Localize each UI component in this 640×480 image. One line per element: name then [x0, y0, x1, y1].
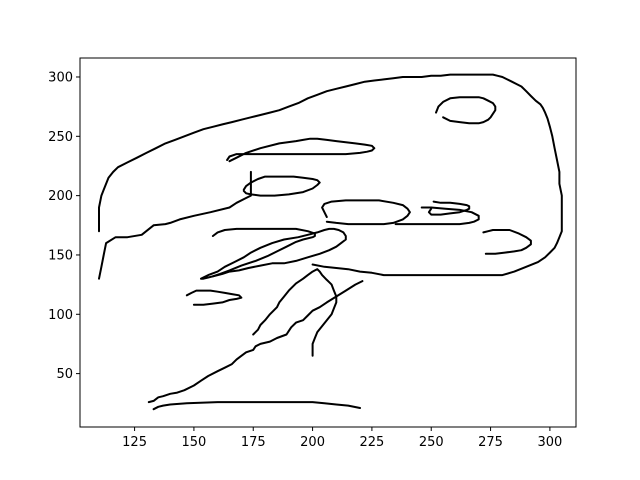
y-tick-label: 250 [48, 130, 73, 145]
stroke-4 [252, 268, 338, 357]
x-tick-label: 150 [181, 435, 206, 450]
x-tick-label: 275 [478, 435, 503, 450]
x-tick-label: 250 [419, 435, 444, 450]
stroke-2 [147, 280, 364, 404]
y-tick-label: 200 [48, 189, 73, 204]
x-tick-label: 300 [537, 435, 562, 450]
y-axis: 50 100 150 200 250 300 [48, 70, 80, 382]
y-tick-label: 300 [48, 70, 73, 85]
stroke-8 [321, 199, 411, 226]
stroke-3 [98, 170, 252, 280]
plot-background [80, 58, 576, 427]
drawing-curves [98, 73, 563, 411]
x-tick-label: 200 [300, 435, 325, 450]
stroke-15 [394, 206, 480, 226]
x-tick-label: 175 [241, 435, 266, 450]
stroke-11 [242, 175, 321, 197]
stroke-12 [427, 200, 471, 216]
stroke-9 [435, 96, 497, 125]
stroke-13 [482, 229, 532, 255]
stroke-7 [200, 227, 347, 280]
y-tick-label: 50 [56, 367, 73, 382]
stroke-5 [98, 73, 563, 277]
y-tick-label: 100 [48, 308, 73, 323]
stroke-14 [185, 289, 243, 306]
stroke-1 [152, 401, 361, 411]
axes-frame [79, 57, 577, 428]
x-tick-label: 225 [359, 435, 384, 450]
stroke-6 [226, 137, 376, 163]
y-tick-label: 150 [48, 248, 73, 263]
x-axis: 125 150 175 200 225 250 275 300 [122, 427, 562, 450]
x-tick-label: 125 [122, 435, 147, 450]
stroke-10 [211, 227, 316, 278]
